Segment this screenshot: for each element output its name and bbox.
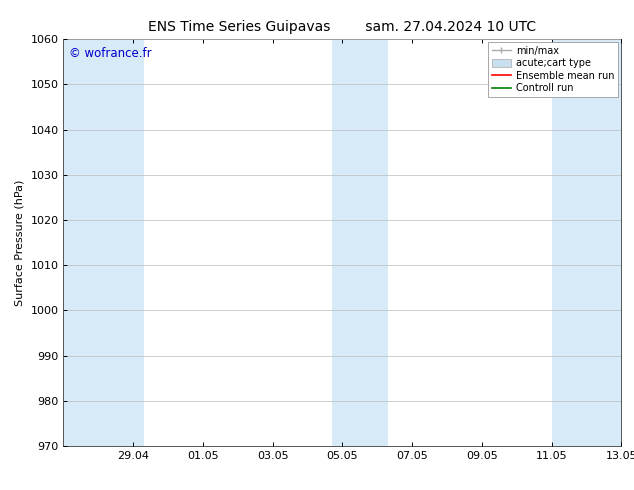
Y-axis label: Surface Pressure (hPa): Surface Pressure (hPa): [15, 179, 25, 306]
Legend: min/max, acute;cart type, Ensemble mean run, Controll run: min/max, acute;cart type, Ensemble mean …: [488, 42, 618, 97]
Title: ENS Time Series Guipavas        sam. 27.04.2024 10 UTC: ENS Time Series Guipavas sam. 27.04.2024…: [148, 20, 536, 34]
Text: © wofrance.fr: © wofrance.fr: [69, 48, 152, 60]
Bar: [332, 39, 388, 446]
Bar: [552, 39, 621, 446]
Bar: [63, 39, 143, 446]
